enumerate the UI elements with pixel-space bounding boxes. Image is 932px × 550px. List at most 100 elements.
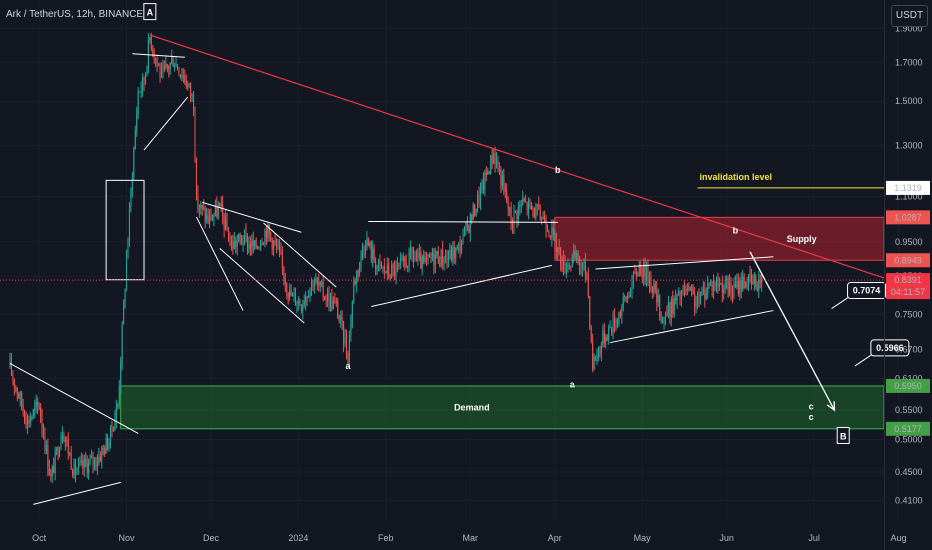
candle-body: [373, 248, 375, 262]
candle-body: [631, 283, 633, 295]
candle-body: [547, 229, 549, 231]
candle-body: [455, 247, 457, 259]
candle-body: [634, 272, 636, 274]
candle-body: [490, 155, 492, 175]
candle-body: [392, 265, 394, 268]
candle-body: [453, 247, 455, 259]
candle-body: [382, 266, 384, 268]
candle-body: [51, 466, 53, 476]
candle-body: [513, 211, 515, 225]
y-tick-label: 0.6100: [895, 373, 923, 383]
candle-body: [300, 305, 302, 311]
demand-zone: [120, 385, 885, 430]
candle-body: [98, 456, 100, 463]
candle-body: [423, 255, 425, 262]
candle-body: [756, 286, 758, 291]
candle-body: [82, 460, 84, 468]
candle-body: [209, 213, 211, 224]
candle-body: [364, 247, 366, 253]
trendline-drawing: [33, 481, 121, 505]
candle-body: [462, 232, 464, 245]
candle-body: [619, 312, 621, 316]
wave-label: a: [345, 361, 351, 371]
candle-body: [637, 275, 639, 277]
trendline-drawing: [610, 310, 774, 344]
annotations: Supply Demand invalidation level 0.7074 0.59…: [143, 3, 910, 444]
x-tick-label: Aug: [891, 533, 907, 543]
candle-body: [433, 251, 435, 266]
x-tick-label: Nov: [119, 533, 136, 543]
candle-body: [280, 251, 282, 255]
callout-value: 0.5966: [876, 343, 904, 353]
candle-body: [88, 461, 90, 474]
candle-body: [166, 63, 168, 68]
candle-body: [140, 89, 142, 92]
candle-body: [536, 204, 538, 207]
candle-body: [101, 447, 103, 461]
candle-body: [271, 237, 273, 250]
candle-body: [496, 160, 498, 165]
currency-unit-button[interactable]: USDT: [891, 5, 928, 27]
candle-body: [178, 69, 180, 76]
candle-body: [318, 282, 320, 286]
candle-body: [533, 209, 535, 218]
candle-body: [287, 292, 289, 298]
candle-body: [12, 374, 14, 380]
candle-body: [158, 63, 160, 66]
candle-body: [188, 83, 190, 85]
candle-body: [40, 408, 42, 417]
candle-body: [91, 455, 93, 459]
price-label-demand_bottom-bg: [886, 421, 930, 436]
candle-body: [545, 222, 547, 230]
candle-body: [437, 250, 439, 264]
candle-body: [211, 217, 213, 221]
candle-body: [653, 284, 655, 293]
candle-body: [341, 317, 343, 322]
candle-body: [137, 91, 139, 114]
candle-body: [507, 201, 509, 210]
projection-arrow: [749, 251, 836, 411]
candle-body: [614, 316, 616, 328]
candle-body: [86, 463, 88, 474]
wave-label: B: [840, 431, 847, 441]
candle-body: [190, 83, 192, 96]
wave-label-box: [143, 3, 157, 21]
candle-body: [255, 240, 257, 249]
candle-body: [517, 207, 519, 220]
candle-body: [150, 36, 152, 50]
candle-body: [656, 289, 658, 303]
invalidation-label: invalidation level: [700, 172, 773, 182]
candle-body: [583, 261, 585, 263]
candle-body: [210, 213, 212, 221]
candle-body: [446, 257, 448, 260]
candle-body: [525, 201, 527, 203]
candle-body: [742, 276, 744, 290]
candle-body: [31, 417, 33, 420]
candle-body: [203, 207, 205, 209]
candle-body: [581, 262, 583, 268]
candle-body: [251, 240, 253, 250]
candle-body: [344, 337, 346, 344]
candle-body: [560, 248, 562, 265]
candle-body: [405, 262, 407, 268]
candle-body: [692, 290, 694, 294]
candle-body: [149, 36, 151, 40]
candle-body: [26, 419, 28, 426]
candle-body: [638, 263, 640, 276]
candle-body: [401, 260, 403, 262]
candle-body: [570, 265, 572, 267]
candle-body: [503, 175, 505, 187]
candle-body: [370, 242, 372, 259]
candle-body: [327, 293, 329, 301]
candle-body: [682, 287, 684, 295]
candle-body: [421, 255, 423, 269]
candle-body: [491, 155, 493, 164]
candle-body: [724, 280, 726, 289]
candle-body: [286, 283, 288, 293]
candle-body: [472, 204, 474, 220]
candle-body: [380, 262, 382, 267]
candle-body: [48, 468, 50, 475]
candle-body: [501, 175, 503, 187]
callout-box: [870, 339, 910, 357]
